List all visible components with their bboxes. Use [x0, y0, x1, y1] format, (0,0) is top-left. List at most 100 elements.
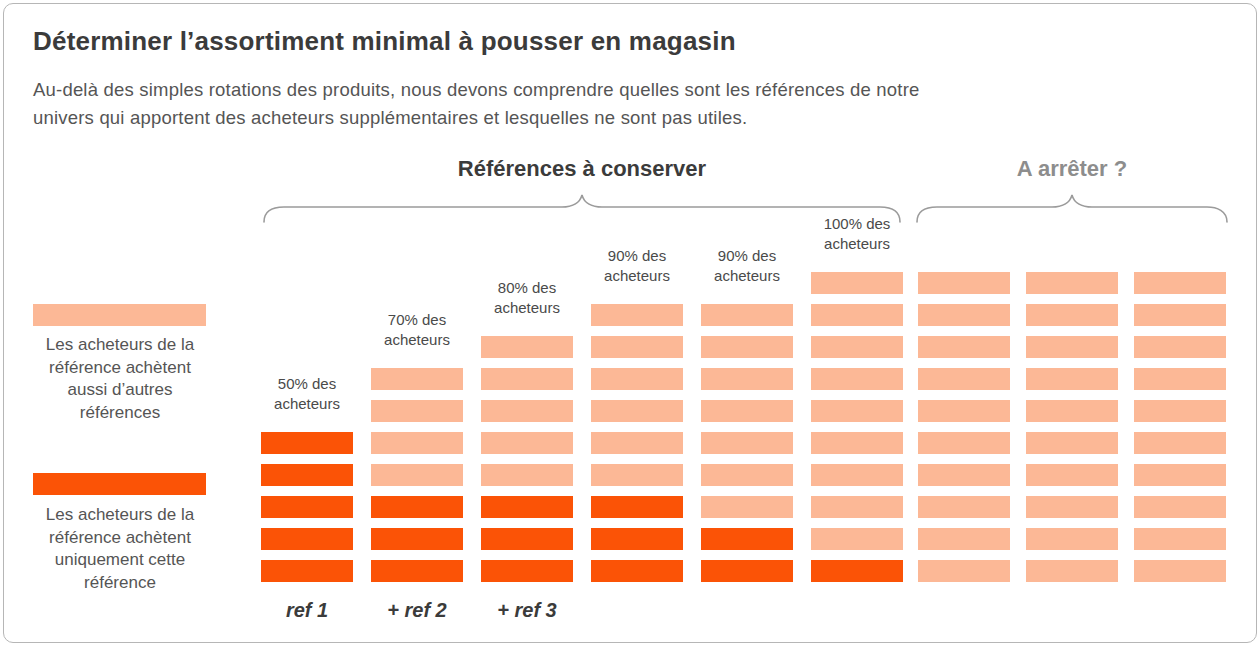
buyer-unit-dark: [701, 560, 793, 582]
buyer-unit-dark: [481, 560, 573, 582]
buyer-unit-light: [591, 368, 683, 390]
legend-label-dark: Les acheteurs de la référence achètent u…: [24, 504, 216, 594]
buyer-unit-light: [1026, 528, 1118, 550]
buyer-unit-light: [1026, 368, 1118, 390]
buyer-unit-light: [481, 368, 573, 390]
buyer-unit-dark: [591, 496, 683, 518]
buyer-unit-dark: [261, 528, 353, 550]
buyer-unit-light: [701, 368, 793, 390]
bar-column-1: 50% des acheteurs: [261, 374, 353, 582]
bar-column-2: 70% des acheteurs: [371, 310, 463, 582]
buyer-unit-light: [811, 464, 903, 486]
slide: Déterminer l’assortiment minimal à pouss…: [0, 0, 1260, 646]
bar-column-7: [918, 272, 1010, 582]
buyer-unit-light: [918, 336, 1010, 358]
buyer-unit-light: [918, 400, 1010, 422]
bar-column-5: 90% des acheteurs: [701, 246, 793, 582]
buyer-unit-light: [918, 560, 1010, 582]
section-header-stop: A arrêter ?: [916, 156, 1228, 182]
axis-label-3: + ref 3: [481, 599, 573, 622]
bar-column-8: [1026, 272, 1118, 582]
column-buyers-pct-label: 100% des acheteurs: [811, 214, 903, 253]
buyer-unit-dark: [481, 496, 573, 518]
brace-stop-icon: [916, 194, 1228, 224]
buyer-unit-light: [591, 304, 683, 326]
buyer-unit-light: [1026, 304, 1118, 326]
bar-column-9: [1134, 272, 1226, 582]
buyer-unit-light: [1026, 400, 1118, 422]
buyer-unit-dark: [591, 560, 683, 582]
buyer-unit-light: [591, 464, 683, 486]
buyer-unit-light: [371, 432, 463, 454]
buyer-unit-light: [371, 400, 463, 422]
buyer-unit-light: [918, 304, 1010, 326]
buyer-unit-dark: [481, 528, 573, 550]
buyer-unit-dark: [371, 496, 463, 518]
buyer-unit-light: [371, 368, 463, 390]
buyer-unit-light: [811, 528, 903, 550]
buyer-unit-light: [1026, 496, 1118, 518]
buyer-unit-light: [918, 272, 1010, 294]
brace-keep-icon: [263, 194, 901, 224]
buyer-unit-light: [1134, 464, 1226, 486]
buyer-unit-light: [591, 432, 683, 454]
buyer-unit-light: [1134, 432, 1226, 454]
buyer-unit-light: [1134, 272, 1226, 294]
column-buyers-pct-label: 90% des acheteurs: [591, 246, 683, 285]
axis-label-2: + ref 2: [371, 599, 463, 622]
buyer-unit-light: [701, 336, 793, 358]
buyer-unit-dark: [261, 464, 353, 486]
buyer-unit-light: [811, 272, 903, 294]
buyer-unit-light: [1134, 368, 1226, 390]
buyer-unit-dark: [371, 528, 463, 550]
legend-swatch-light: [33, 304, 206, 326]
legend-label-light: Les acheteurs de la référence achètent a…: [24, 334, 216, 424]
buyer-unit-light: [701, 432, 793, 454]
bar-column-6: 100% des acheteurs: [811, 214, 903, 582]
buyer-unit-light: [481, 336, 573, 358]
page-title: Déterminer l’assortiment minimal à pouss…: [33, 26, 736, 57]
column-buyers-pct-label: 70% des acheteurs: [371, 310, 463, 349]
bar-column-4: 90% des acheteurs: [591, 246, 683, 582]
buyer-unit-light: [811, 336, 903, 358]
buyer-unit-light: [1026, 560, 1118, 582]
card-frame: Déterminer l’assortiment minimal à pouss…: [3, 3, 1257, 643]
buyer-unit-light: [918, 368, 1010, 390]
buyer-unit-light: [701, 496, 793, 518]
column-buyers-pct-label: 50% des acheteurs: [261, 374, 353, 413]
buyer-unit-light: [811, 432, 903, 454]
buyer-unit-light: [918, 464, 1010, 486]
legend-swatch-dark: [33, 473, 206, 495]
buyer-unit-dark: [261, 560, 353, 582]
buyer-unit-light: [811, 496, 903, 518]
buyer-unit-light: [918, 528, 1010, 550]
buyer-unit-light: [481, 432, 573, 454]
buyer-unit-light: [371, 464, 463, 486]
buyer-unit-dark: [261, 432, 353, 454]
buyer-unit-dark: [371, 560, 463, 582]
buyer-unit-dark: [261, 496, 353, 518]
buyer-unit-light: [1134, 400, 1226, 422]
buyer-unit-light: [481, 400, 573, 422]
buyer-unit-light: [918, 496, 1010, 518]
column-buyers-pct-label: 80% des acheteurs: [481, 278, 573, 317]
buyer-unit-light: [1026, 272, 1118, 294]
buyer-unit-light: [1026, 432, 1118, 454]
buyer-unit-light: [591, 336, 683, 358]
page-subtitle: Au-delà des simples rotations des produi…: [33, 76, 1213, 132]
buyer-unit-light: [811, 368, 903, 390]
buyer-unit-light: [1026, 336, 1118, 358]
buyer-unit-light: [811, 400, 903, 422]
buyer-unit-light: [701, 400, 793, 422]
buyer-unit-light: [701, 464, 793, 486]
buyer-unit-light: [1134, 336, 1226, 358]
buyer-unit-light: [1134, 528, 1226, 550]
buyer-unit-dark: [591, 528, 683, 550]
buyer-unit-light: [1134, 496, 1226, 518]
buyer-unit-light: [811, 304, 903, 326]
buyer-unit-light: [1026, 464, 1118, 486]
buyer-unit-light: [1134, 304, 1226, 326]
buyer-unit-light: [1134, 560, 1226, 582]
buyer-unit-dark: [701, 528, 793, 550]
column-buyers-pct-label: 90% des acheteurs: [701, 246, 793, 285]
